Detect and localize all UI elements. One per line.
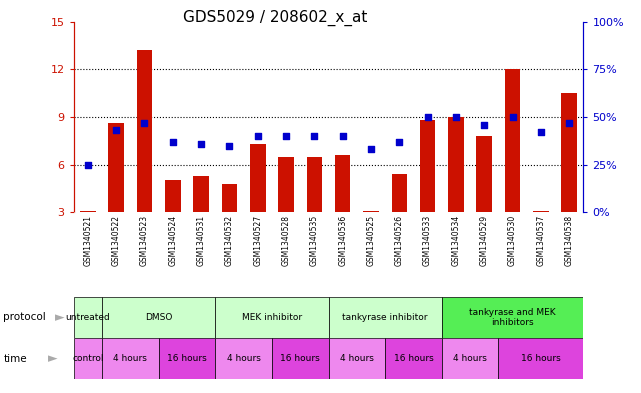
Point [281,133,291,139]
Text: GSM1340526: GSM1340526 [395,215,404,266]
Text: tankyrase and MEK
inhibitors: tankyrase and MEK inhibitors [469,308,556,327]
Point [309,133,319,139]
Text: GSM1340536: GSM1340536 [338,215,347,266]
Bar [278,157,294,212]
Bar [533,211,549,212]
Bar [272,338,329,379]
Text: 16 hours: 16 hours [394,354,433,363]
Point [168,139,178,145]
Point [224,142,235,149]
Bar [442,297,583,338]
Bar [363,211,379,212]
Text: GSM1340531: GSM1340531 [197,215,206,266]
Text: 16 hours: 16 hours [280,354,320,363]
Point [253,133,263,139]
Bar [80,211,96,212]
Text: GSM1340528: GSM1340528 [281,215,290,266]
Point [451,114,461,120]
Text: GSM1340535: GSM1340535 [310,215,319,266]
Bar [448,117,463,212]
Text: 4 hours: 4 hours [340,354,374,363]
Bar [504,69,520,212]
Bar [306,157,322,212]
Bar [385,338,442,379]
Text: MEK inhibitor: MEK inhibitor [242,313,302,322]
Text: GSM1340525: GSM1340525 [367,215,376,266]
Text: GSM1340523: GSM1340523 [140,215,149,266]
Bar [329,297,442,338]
Bar [215,297,329,338]
Text: tankyrase inhibitor: tankyrase inhibitor [342,313,428,322]
Text: ►: ► [54,311,65,324]
Bar [137,50,153,212]
Text: GSM1340530: GSM1340530 [508,215,517,266]
Point [139,119,149,126]
Bar [74,338,102,379]
Bar [165,180,181,212]
Bar [562,93,577,212]
Bar [215,338,272,379]
Text: GSM1340533: GSM1340533 [423,215,432,266]
Text: GSM1340522: GSM1340522 [112,215,121,266]
Text: GSM1340537: GSM1340537 [537,215,545,266]
Point [508,114,518,120]
Text: protocol: protocol [3,312,46,322]
Text: 4 hours: 4 hours [453,354,487,363]
Text: 16 hours: 16 hours [521,354,561,363]
Text: DMSO: DMSO [145,313,172,322]
Bar [222,184,237,212]
Text: GSM1340521: GSM1340521 [83,215,92,266]
Bar [74,297,102,338]
Text: GDS5029 / 208602_x_at: GDS5029 / 208602_x_at [183,10,368,26]
Point [536,129,546,135]
Text: control: control [72,354,104,363]
Point [564,119,574,126]
Point [196,140,206,147]
Point [111,127,121,133]
Bar [194,176,209,212]
Bar [102,297,215,338]
Point [479,121,489,128]
Bar [392,174,407,212]
Text: GSM1340538: GSM1340538 [565,215,574,266]
Bar [442,338,499,379]
Text: 4 hours: 4 hours [227,354,260,363]
Text: GSM1340534: GSM1340534 [451,215,460,266]
Text: GSM1340529: GSM1340529 [479,215,488,266]
Bar [335,155,351,212]
Bar [108,123,124,212]
Text: GSM1340527: GSM1340527 [253,215,262,266]
Text: 4 hours: 4 hours [113,354,147,363]
Bar [329,338,385,379]
Text: ►: ► [48,352,58,365]
Bar [476,136,492,212]
Point [83,162,93,168]
Text: GSM1340524: GSM1340524 [169,215,178,266]
Bar [250,144,265,212]
Bar [499,338,583,379]
Text: 16 hours: 16 hours [167,354,207,363]
Text: untreated: untreated [65,313,110,322]
Point [394,139,404,145]
Point [422,114,433,120]
Text: time: time [3,354,27,364]
Bar [159,338,215,379]
Text: GSM1340532: GSM1340532 [225,215,234,266]
Bar [102,338,159,379]
Bar [420,120,435,212]
Point [338,133,348,139]
Point [366,146,376,152]
